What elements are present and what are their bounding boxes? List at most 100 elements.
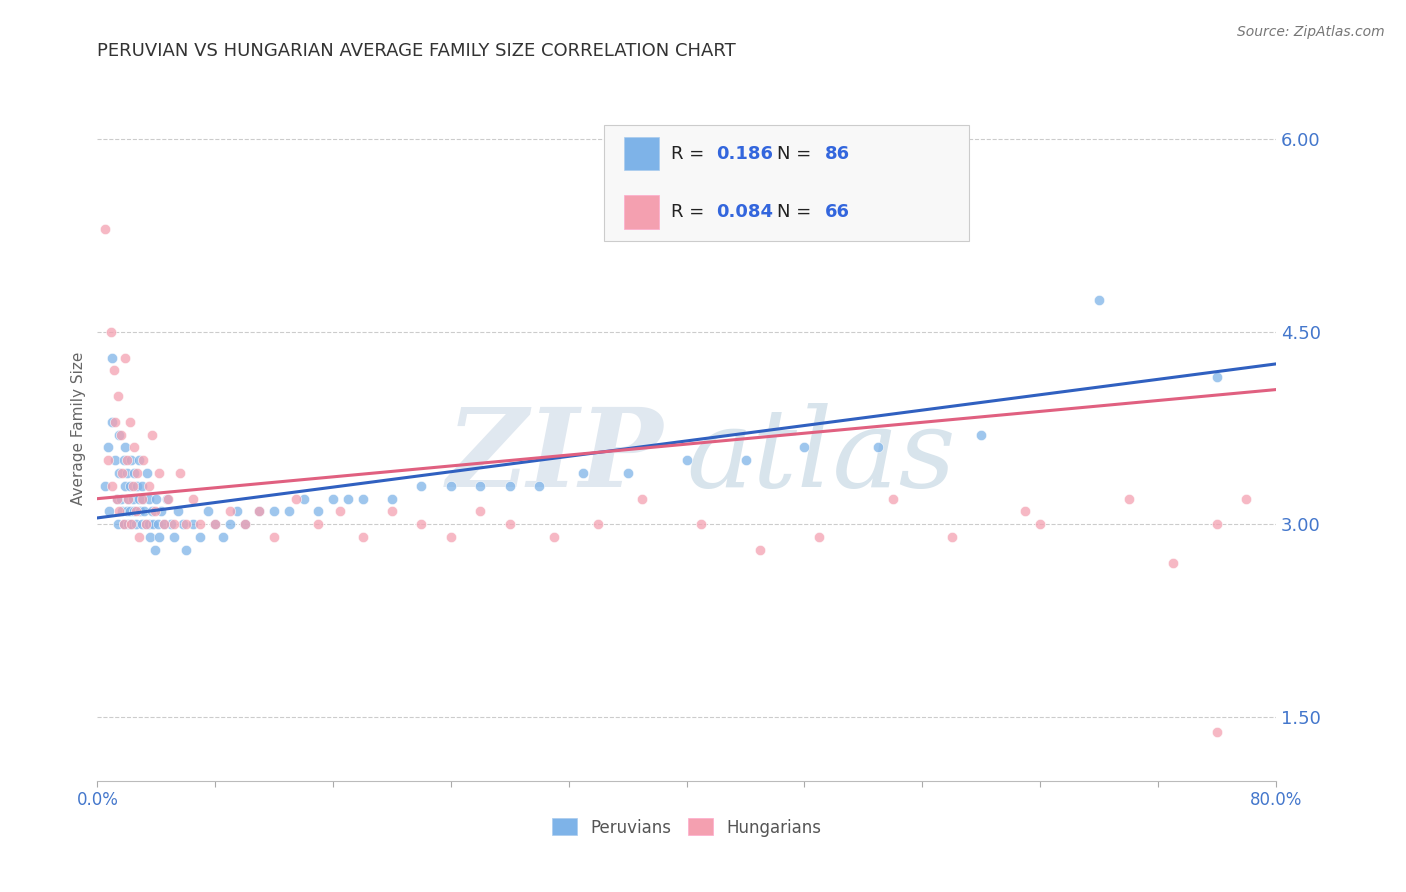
Point bbox=[128, 453, 150, 467]
Point bbox=[107, 389, 129, 403]
Point bbox=[138, 479, 160, 493]
Point bbox=[277, 504, 299, 518]
Point bbox=[499, 479, 522, 493]
Point bbox=[174, 517, 197, 532]
Point bbox=[1206, 725, 1229, 739]
Point bbox=[127, 466, 149, 480]
Point bbox=[148, 466, 170, 480]
Point bbox=[104, 453, 127, 467]
Point bbox=[124, 517, 146, 532]
Point bbox=[190, 517, 212, 532]
FancyBboxPatch shape bbox=[624, 195, 659, 229]
Point bbox=[352, 491, 374, 506]
Point bbox=[108, 466, 131, 480]
Point bbox=[749, 543, 772, 558]
Point bbox=[970, 427, 993, 442]
Point bbox=[111, 466, 134, 480]
Point bbox=[163, 530, 186, 544]
Point bbox=[146, 517, 169, 532]
Point bbox=[204, 517, 226, 532]
Point bbox=[882, 491, 904, 506]
Text: 0.186: 0.186 bbox=[716, 145, 773, 162]
Point bbox=[1206, 517, 1229, 532]
Point bbox=[128, 491, 150, 506]
FancyBboxPatch shape bbox=[624, 136, 659, 170]
Point bbox=[115, 466, 138, 480]
Text: atlas: atlas bbox=[686, 402, 956, 510]
Point bbox=[292, 491, 315, 506]
Point bbox=[136, 466, 159, 480]
Point bbox=[115, 504, 138, 518]
Point bbox=[381, 491, 404, 506]
Point bbox=[101, 351, 124, 365]
Point bbox=[117, 491, 139, 506]
Point bbox=[98, 504, 121, 518]
Point bbox=[285, 491, 308, 506]
Point bbox=[197, 504, 219, 518]
Point bbox=[322, 491, 344, 506]
Point bbox=[155, 491, 177, 506]
Point bbox=[329, 504, 352, 518]
Text: N =: N = bbox=[778, 203, 817, 221]
FancyBboxPatch shape bbox=[605, 125, 969, 241]
Point bbox=[838, 158, 860, 172]
Point bbox=[204, 517, 226, 532]
Point bbox=[101, 479, 124, 493]
Point bbox=[138, 491, 160, 506]
Point bbox=[139, 530, 162, 544]
Point bbox=[131, 517, 153, 532]
Point bbox=[105, 491, 128, 506]
Point bbox=[104, 415, 127, 429]
Point bbox=[572, 466, 595, 480]
Legend: Peruvians, Hungarians: Peruvians, Hungarians bbox=[546, 812, 828, 843]
Point bbox=[112, 453, 135, 467]
Point bbox=[411, 517, 433, 532]
Point bbox=[152, 517, 174, 532]
Point bbox=[1161, 556, 1184, 570]
Text: 66: 66 bbox=[824, 203, 849, 221]
Point bbox=[1014, 504, 1036, 518]
Text: R =: R = bbox=[671, 145, 710, 162]
Point bbox=[247, 504, 270, 518]
Point bbox=[134, 504, 156, 518]
Point bbox=[529, 479, 551, 493]
Point bbox=[117, 491, 139, 506]
Point bbox=[121, 479, 143, 493]
Point bbox=[97, 453, 120, 467]
Point bbox=[1206, 369, 1229, 384]
Point bbox=[307, 517, 329, 532]
Point bbox=[100, 325, 122, 339]
Point bbox=[808, 530, 831, 544]
Point bbox=[1118, 491, 1140, 506]
Text: Source: ZipAtlas.com: Source: ZipAtlas.com bbox=[1237, 25, 1385, 39]
Point bbox=[131, 479, 153, 493]
Point bbox=[115, 453, 138, 467]
Point bbox=[160, 517, 183, 532]
Point bbox=[93, 479, 115, 493]
Point bbox=[97, 440, 120, 454]
Point bbox=[117, 517, 139, 532]
Point bbox=[93, 222, 115, 236]
Point bbox=[616, 466, 638, 480]
Point bbox=[690, 517, 713, 532]
Point bbox=[108, 504, 131, 518]
Point bbox=[167, 504, 190, 518]
Point bbox=[108, 427, 131, 442]
Point bbox=[131, 491, 153, 506]
Point bbox=[172, 517, 194, 532]
Point bbox=[120, 517, 142, 532]
Point bbox=[120, 517, 142, 532]
Point bbox=[143, 504, 166, 518]
Point bbox=[174, 543, 197, 558]
Point bbox=[941, 530, 963, 544]
Point bbox=[105, 491, 128, 506]
Text: 86: 86 bbox=[824, 145, 849, 162]
Point bbox=[226, 504, 249, 518]
Point bbox=[148, 530, 170, 544]
Point bbox=[121, 491, 143, 506]
Point bbox=[101, 415, 124, 429]
Point bbox=[868, 440, 890, 454]
Point bbox=[145, 491, 167, 506]
Point bbox=[141, 504, 163, 518]
Point bbox=[543, 530, 565, 544]
